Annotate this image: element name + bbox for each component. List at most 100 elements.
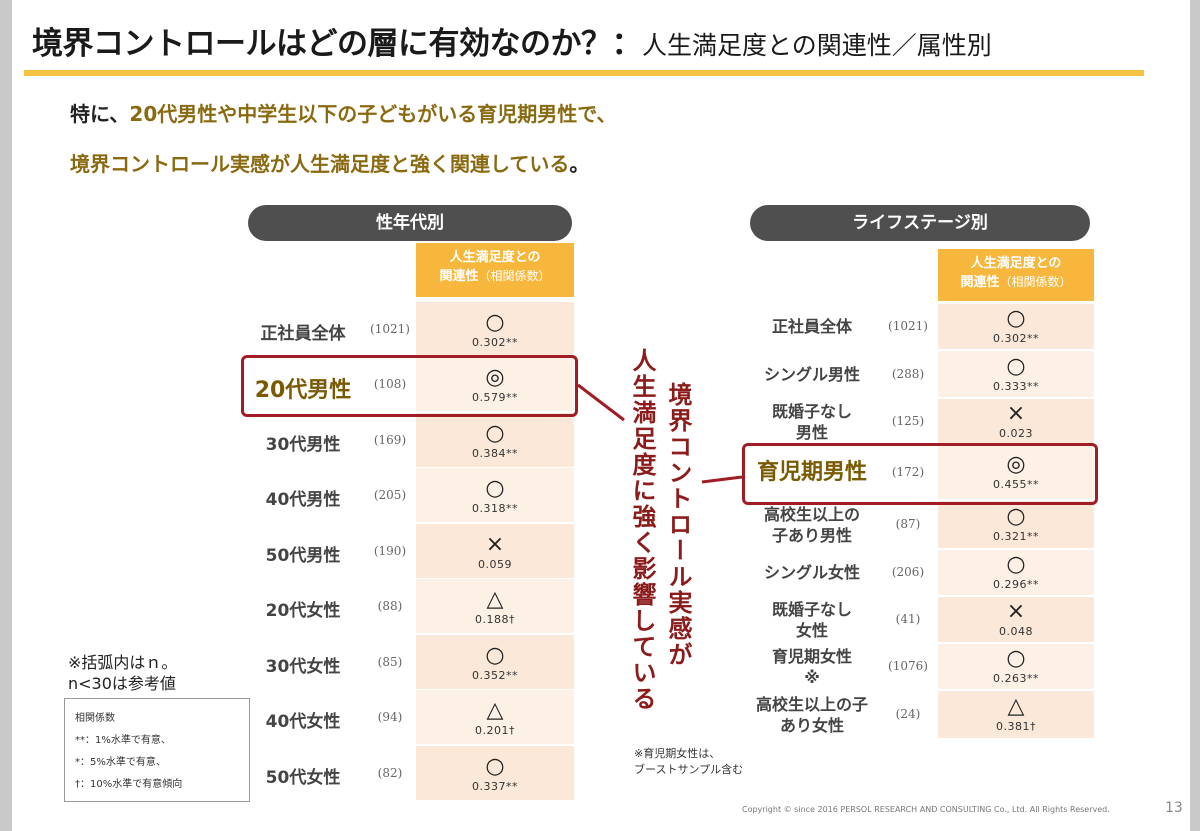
- table-row-n: (125): [891, 414, 925, 428]
- table-row-label: 20代男性: [254, 377, 352, 403]
- relation-symbol: ○: [1006, 306, 1026, 331]
- left-column-header-paren: （相関係数）: [478, 269, 551, 283]
- left-column-header: 人生満足度との 関連性（相関係数）: [416, 243, 574, 297]
- table-row-label: 50代女性: [265, 768, 341, 788]
- relation-symbol: ○: [1006, 504, 1026, 529]
- table-row-label: 正社員全体: [742, 317, 882, 337]
- significance-legend: 相関係数 **：1%水準で有意、 *：5%水準で有意、 †：10%水準で有意傾向: [64, 698, 250, 802]
- table-row-n: (172): [891, 465, 925, 479]
- correlation-coefficient: 0.321**: [993, 530, 1039, 543]
- correlation-coefficient: 0.381†: [996, 720, 1036, 733]
- right-column-header-line1: 人生満足度との: [970, 256, 1062, 271]
- table-row-n: (205): [373, 488, 407, 502]
- correlation-coefficient: 0.337**: [472, 780, 518, 793]
- table-row-n: (24): [895, 707, 921, 721]
- relation-symbol: ○: [485, 643, 505, 668]
- table-row-value: ○ 0.302**: [938, 304, 1094, 349]
- table-row-label-line1: 育児期女性: [771, 647, 852, 666]
- relation-symbol: ×: [1006, 401, 1026, 426]
- note-boost-line2: ブーストサンプル含む: [634, 763, 744, 776]
- table-row-label: 正社員全体: [260, 324, 346, 344]
- table-row-label-line1: 育児期男性: [756, 460, 867, 485]
- table-row-value: ○ 0.384**: [416, 413, 574, 467]
- table-row-label: 30代男性: [265, 435, 341, 455]
- callout-column-2: 人生満足度に強く影響している: [628, 348, 656, 712]
- correlation-coefficient: 0.023: [999, 427, 1033, 440]
- correlation-coefficient: 0.302**: [472, 336, 518, 349]
- table-row-n: (41): [895, 612, 921, 626]
- title-main: 境界コントロールはどの層に有効なのか？：: [32, 26, 643, 62]
- table-row-label: 育児期女性 ※: [742, 646, 882, 688]
- table-row-n: (288): [891, 366, 925, 381]
- correlation-coefficient: 0.384**: [472, 447, 518, 460]
- table-row-value: ○ 0.321**: [938, 501, 1094, 548]
- table-row-n: (88): [377, 599, 403, 613]
- table-row-label-line1: 既婚子なし: [771, 600, 852, 619]
- table-row-label-line2: 子あり男性: [771, 526, 852, 545]
- table-row-n: (85): [377, 655, 403, 669]
- correlation-coefficient: 0.048: [999, 625, 1033, 638]
- table-row-value: ○ 0.296**: [938, 550, 1094, 595]
- correlation-coefficient: 0.263**: [993, 672, 1039, 685]
- table-row-value: ○ 0.352**: [416, 635, 574, 689]
- table-row-value: × 0.023: [938, 399, 1094, 444]
- table-row-label: 高校生以上の子 あり女性: [742, 694, 882, 736]
- highlight-childrearing-male: [742, 443, 1098, 505]
- connector-right: [701, 475, 743, 484]
- table-row-value: △ 0.201†: [416, 690, 574, 744]
- correlation-coefficient: 0.455**: [993, 478, 1039, 491]
- legend-5pct: *：5%水準で有意、: [75, 757, 166, 768]
- table-row-value: ○ 0.302**: [416, 302, 574, 356]
- correlation-coefficient: 0.352**: [472, 669, 518, 682]
- table-row-value: ○ 0.318**: [416, 468, 574, 522]
- note-boost-line1: ※育児期女性は、: [634, 747, 721, 760]
- relation-symbol: ×: [485, 532, 505, 557]
- right-panel-header: ライフステージ別: [750, 205, 1090, 241]
- legend-10pct: †：10%水準で有意傾向: [75, 779, 183, 790]
- lead-line-1: 特に、20代男性や中学生以下の子どもがいる育児期男性で、: [70, 98, 616, 127]
- table-row-n: (94): [377, 710, 403, 724]
- correlation-coefficient: 0.296**: [993, 578, 1039, 591]
- correlation-coefficient: 0.059: [478, 558, 512, 571]
- lead-line-2: 境界コントロール実感が人生満足度と強く関連している。: [70, 148, 589, 177]
- table-row-value: × 0.048: [938, 597, 1094, 642]
- lead-line-1-highlight: 20代男性や中学生以下の子どもがいる育児期男性で、: [129, 102, 617, 126]
- table-row-n: (87): [895, 517, 921, 531]
- table-row-label: 既婚子なし 女性: [742, 599, 882, 641]
- relation-symbol: ○: [485, 421, 505, 446]
- table-row-value: ◎ 0.455**: [938, 446, 1094, 499]
- legend-1pct: **：1%水準で有意、: [75, 735, 171, 746]
- title-sub: 人生満足度との関連性／属性別: [642, 31, 992, 60]
- table-row-label: 50代男性: [265, 546, 341, 566]
- correlation-coefficient: 0.333**: [993, 379, 1039, 393]
- table-row-value: ◎ 0.579**: [416, 357, 574, 411]
- table-row-value: △ 0.381†: [938, 691, 1094, 738]
- table-row-label: 40代男性: [265, 490, 341, 510]
- relation-symbol: ×: [1006, 599, 1026, 624]
- correlation-coefficient: 0.579**: [472, 391, 518, 404]
- table-row-label-line2: 女性: [795, 621, 828, 640]
- callout-column-1: 境界コントロール実感が: [664, 382, 692, 668]
- left-column-header-line2: 関連性（相関係数）: [416, 267, 574, 286]
- right-column-header-main: 関連性: [960, 275, 1000, 290]
- table-row-label-line1: シングル女性: [763, 563, 860, 582]
- table-row-n: (82): [377, 766, 403, 780]
- table-row-label: 30代女性: [265, 657, 341, 677]
- relation-symbol: ○: [1006, 646, 1026, 671]
- right-column-header: 人生満足度との 関連性（相関係数）: [938, 249, 1094, 301]
- left-column-header-line1: 人生満足度との: [449, 250, 541, 265]
- table-row-value: ○ 0.263**: [938, 644, 1094, 689]
- relation-symbol: ○: [485, 476, 505, 501]
- page-number: 13: [1165, 800, 1183, 816]
- table-row-value: ○ 0.337**: [416, 746, 574, 800]
- relation-symbol: △: [1007, 694, 1025, 719]
- left-column-header-main: 関連性: [439, 269, 479, 284]
- table-row-n: (169): [373, 433, 407, 447]
- relation-symbol: ○: [485, 754, 505, 779]
- table-row-label-line2: 男性: [795, 423, 828, 442]
- table-row-n: (1076): [888, 659, 928, 673]
- table-row-value: △ 0.188†: [416, 579, 574, 633]
- note-boost-sample: ※育児期女性は、 ブーストサンプル含む: [634, 746, 743, 778]
- left-panel-header: 性年代別: [248, 205, 572, 241]
- lead-line-2-suffix: 。: [569, 152, 590, 176]
